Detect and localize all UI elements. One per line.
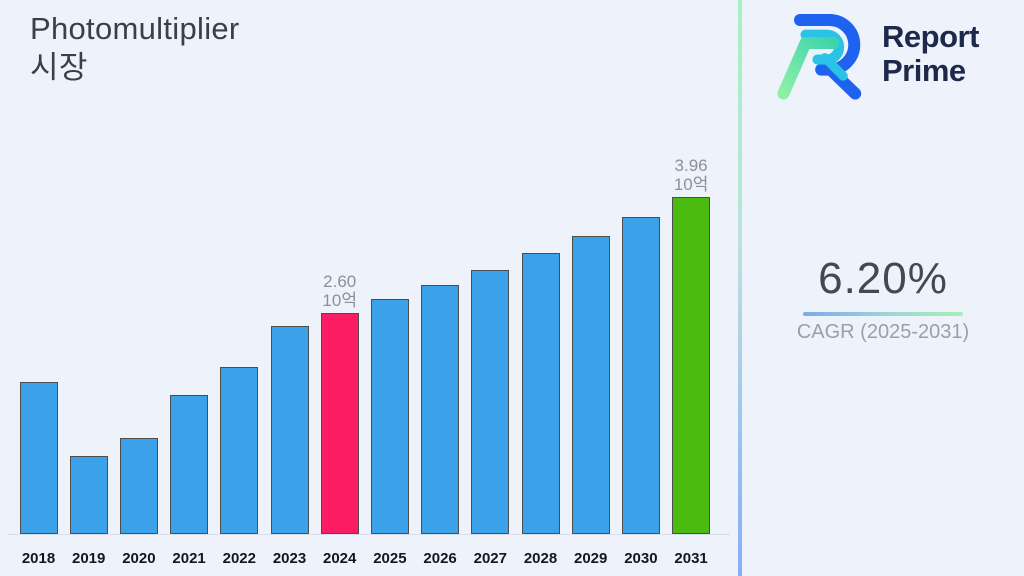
annotation-2024: 2.60 10억 xyxy=(298,272,382,310)
logo-text-line2: Prime xyxy=(882,53,966,88)
x-label-2018: 2018 xyxy=(21,550,56,567)
cagr-stats: 6.20% CAGR (2025-2031) xyxy=(742,254,1024,344)
cagr-underline xyxy=(803,312,963,316)
annotation-2024-line1: 2.60 xyxy=(323,271,357,291)
bar-2024 xyxy=(320,313,359,534)
page-title: Photomultiplier 시장 xyxy=(30,10,240,88)
x-label-2022: 2022 xyxy=(222,550,256,567)
page-title-line2: 시장 xyxy=(30,49,88,85)
cagr-value: 6.20% xyxy=(818,254,948,303)
bar-2018 xyxy=(19,382,58,534)
x-label-2026: 2026 xyxy=(423,550,457,567)
bar-2027 xyxy=(471,270,510,534)
bar-2022 xyxy=(220,367,259,534)
annotation-2031-line1: 3.96 xyxy=(674,155,708,175)
x-label-2028: 2028 xyxy=(523,550,558,567)
x-label-2025: 2025 xyxy=(373,550,407,567)
x-label-2027: 2027 xyxy=(473,550,507,567)
bar-chart: 2018 2019 2020 2021 2022 2023 2024 2.60 10억 2025 2… xyxy=(8,156,733,567)
report-prime-logo: Report Prime xyxy=(772,8,979,100)
x-label-2031: 2031 xyxy=(674,550,708,567)
bar-2023 xyxy=(270,326,309,534)
x-label-2021: 2021 xyxy=(172,550,206,567)
bar-2029 xyxy=(571,236,610,534)
bar-2025 xyxy=(370,299,409,534)
bar-2031 xyxy=(672,197,711,534)
x-label-2023: 2023 xyxy=(272,550,307,567)
bar-2028 xyxy=(521,253,560,534)
bar-2019 xyxy=(69,456,108,534)
report-prime-logo-text: Report Prime xyxy=(882,18,979,88)
bar-2030 xyxy=(621,217,660,534)
x-axis-line xyxy=(8,534,730,535)
annotation-2031-line2: 10억 xyxy=(673,174,709,194)
cagr-label: CAGR (2025-2031) xyxy=(796,321,970,343)
x-label-2019: 2019 xyxy=(72,550,106,567)
bar-2020 xyxy=(119,438,158,534)
page-title-line1: Photomultiplier xyxy=(30,11,240,46)
bar-2026 xyxy=(421,285,460,534)
logo-text-line1: Report xyxy=(882,18,979,54)
x-label-2029: 2029 xyxy=(574,550,608,567)
x-label-2024: 2024 xyxy=(323,550,357,567)
report-prime-logo-icon xyxy=(777,13,862,100)
x-label-2020: 2020 xyxy=(122,550,156,567)
x-label-2030: 2030 xyxy=(624,550,658,567)
annotation-2031: 3.96 10억 xyxy=(649,156,733,194)
bar-2021 xyxy=(170,395,209,534)
annotation-2024-line2: 10억 xyxy=(322,290,357,310)
panel-divider xyxy=(738,0,742,576)
